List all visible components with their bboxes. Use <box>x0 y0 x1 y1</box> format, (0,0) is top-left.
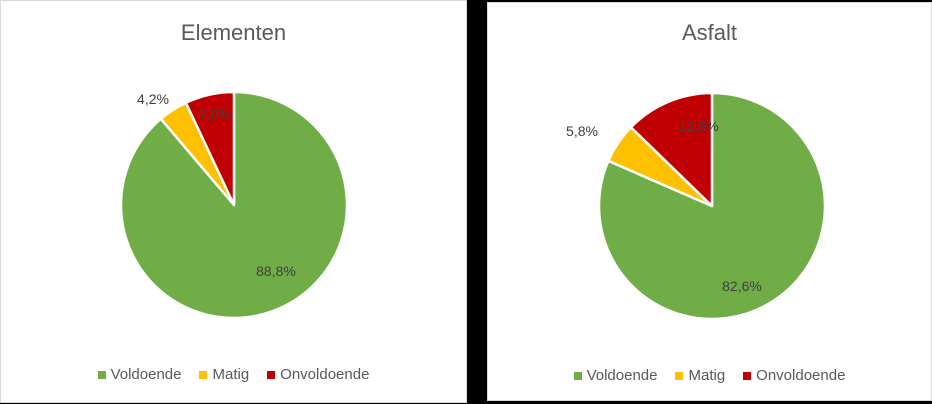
chart-legend: Voldoende Matig Onvoldoende <box>488 367 931 384</box>
legend-item-voldoende: Voldoende <box>573 367 658 384</box>
legend-label: Voldoende <box>586 367 658 384</box>
legend-label: Onvoldoende <box>756 367 846 384</box>
legend-item-matig: Matig <box>675 367 725 384</box>
pie-slice-onvoldoende <box>184 90 236 207</box>
legend-item-matig: Matig <box>199 366 249 383</box>
pie-chart: 82,6% 5,8% 12,9% <box>566 91 827 321</box>
data-label: 12,9% <box>679 118 719 134</box>
data-label: 7,0% <box>199 106 231 122</box>
chart-title: Elementen <box>180 20 287 45</box>
yellow-swatch-icon <box>199 370 208 379</box>
legend-item-onvoldoende: Onvoldoende <box>743 367 845 384</box>
legend-label: Voldoende <box>110 366 182 383</box>
pie-slice-onvoldoende <box>629 91 714 208</box>
legend-item-voldoende: Voldoende <box>97 366 182 383</box>
legend-label: Matig <box>212 366 250 383</box>
chart-elementen: Elementen 88,8% 4,2% 7,0% Voldoende Matig … <box>0 0 467 403</box>
chart-title: Asfalt <box>681 20 738 45</box>
red-swatch-icon <box>267 370 276 379</box>
legend-label: Matig <box>688 367 726 384</box>
pie-chart: 88,8% 4,2% 7,0% <box>119 90 349 320</box>
chart-asfalt: Asfalt 82,6% 5,8% 12,9% Voldoende Matig On… <box>487 2 932 401</box>
red-swatch-icon <box>743 371 752 380</box>
data-label: 4,2% <box>137 91 169 107</box>
data-label: 82,6% <box>722 278 762 294</box>
legend-label: Onvoldoende <box>280 366 370 383</box>
green-swatch-icon <box>573 371 582 380</box>
yellow-swatch-icon <box>675 371 684 380</box>
legend-item-onvoldoende: Onvoldoende <box>267 366 369 383</box>
chart-legend: Voldoende Matig Onvoldoende <box>1 366 466 383</box>
green-swatch-icon <box>97 370 106 379</box>
data-label: 88,8% <box>256 263 296 279</box>
data-label: 5,8% <box>566 123 598 139</box>
pie-slice-voldoende <box>119 90 349 320</box>
